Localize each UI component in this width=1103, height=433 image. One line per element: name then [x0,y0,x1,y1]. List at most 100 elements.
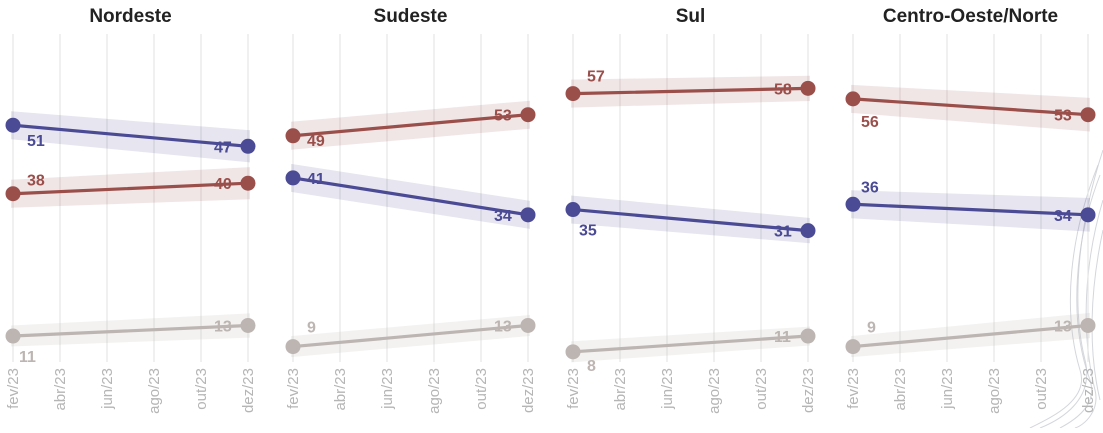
panel-title: Sudeste [374,6,448,27]
swirl-line [1059,174,1101,429]
data-point [565,86,581,102]
series-3: 9 13 [845,317,1096,355]
panel-title: Centro-Oeste/Norte [883,6,1058,27]
data-label: 13 [1054,318,1072,335]
x-tick-label: ago/23 [706,368,723,414]
x-tick-label: abr/23 [612,368,629,411]
data-point [285,128,301,144]
series-2: 57 58 [565,69,816,102]
data-label: 41 [307,171,325,188]
data-label: 38 [27,173,45,190]
panel-3: Sul fev/23 abr/23 jun/23 ago/23 out/23 dez/23 3… [565,6,817,414]
data-point [285,170,301,186]
data-point [520,207,536,223]
series-1: 35 31 [565,202,816,241]
panel-title: Sul [676,6,706,27]
series-line [291,113,530,138]
panel-2: Sudeste fev/23 abr/23 jun/23 ago/23 out/23 dez… [285,6,537,414]
x-tick-label: dez/23 [1080,368,1097,413]
swirl-line [1074,199,1103,429]
x-tick-label: abr/23 [52,368,69,411]
data-point [565,202,581,218]
series-1: 36 34 [845,179,1096,225]
data-label: 9 [307,320,316,337]
x-tick-label: jun/23 [659,368,676,410]
data-label: 34 [494,208,512,225]
panel-title: Nordeste [89,6,171,27]
data-label: 9 [867,320,876,337]
x-tick-label: abr/23 [892,368,909,411]
data-label: 31 [774,224,792,241]
data-point [240,317,256,333]
data-point [1080,107,1096,123]
x-tick-label: fev/23 [565,368,582,409]
x-tick-label: jun/23 [939,368,956,410]
data-point [5,186,21,202]
data-label: 53 [1054,108,1072,125]
data-label: 36 [861,179,879,196]
data-point [800,80,816,96]
data-point [1080,207,1096,223]
series-2: 49 53 [285,107,536,150]
series-line [851,202,1090,217]
x-tick-label: out/23 [753,368,770,410]
x-tick-label: fev/23 [845,368,862,409]
data-label: 56 [861,114,879,131]
series-line [571,86,810,96]
data-point [520,317,536,333]
series-1: 51 47 [5,117,256,156]
x-tick-label: out/23 [193,368,210,410]
series-line [571,334,810,354]
x-tick-label: dez/23 [240,368,257,413]
series-line [11,123,250,148]
x-tick-label: out/23 [1033,368,1050,410]
data-label: 35 [579,223,597,240]
series-1: 41 34 [285,170,536,225]
data-point [240,138,256,154]
data-label: 11 [774,329,791,346]
series-3: 9 13 [285,317,536,355]
data-point [800,328,816,344]
data-point [800,223,816,239]
data-label: 58 [774,81,792,98]
series-line [11,181,250,196]
data-point [240,175,256,191]
x-tick-label: ago/23 [146,368,163,414]
data-label: 11 [19,349,36,366]
swirl-line [1091,229,1103,401]
data-label: 40 [214,176,232,193]
series-line [291,176,530,217]
panels: Nordeste fev/23 abr/23 jun/23 ago/23 out/23 de… [5,6,1097,414]
x-tick-label: ago/23 [426,368,443,414]
x-tick-label: fev/23 [285,368,302,409]
series-line [851,323,1090,349]
panel-4: Centro-Oeste/Norte fev/23 abr/23 jun/23 ago/… [845,6,1097,414]
data-label: 51 [27,133,45,150]
x-tick-label: out/23 [473,368,490,410]
series-3: 11 13 [5,317,256,366]
series-2: 56 53 [845,91,1096,131]
data-point [845,339,861,355]
data-label: 57 [587,69,605,86]
data-label: 34 [1054,208,1072,225]
series-3: 8 11 [565,328,816,375]
data-point [5,328,21,344]
data-point [1080,317,1096,333]
data-label: 13 [494,318,512,335]
data-label: 47 [214,139,232,156]
data-label: 13 [214,318,232,335]
data-label: 49 [307,133,325,150]
x-tick-label: ago/23 [986,368,1003,414]
series-2: 38 40 [5,173,256,202]
series-line [11,323,250,338]
data-label: 8 [587,358,596,375]
x-tick-label: jun/23 [99,368,116,410]
series-line [851,97,1090,117]
decorative-swirl [1029,149,1103,429]
series-line [291,323,530,349]
x-tick-label: jun/23 [379,368,396,410]
data-point [565,344,581,360]
data-point [5,117,21,133]
